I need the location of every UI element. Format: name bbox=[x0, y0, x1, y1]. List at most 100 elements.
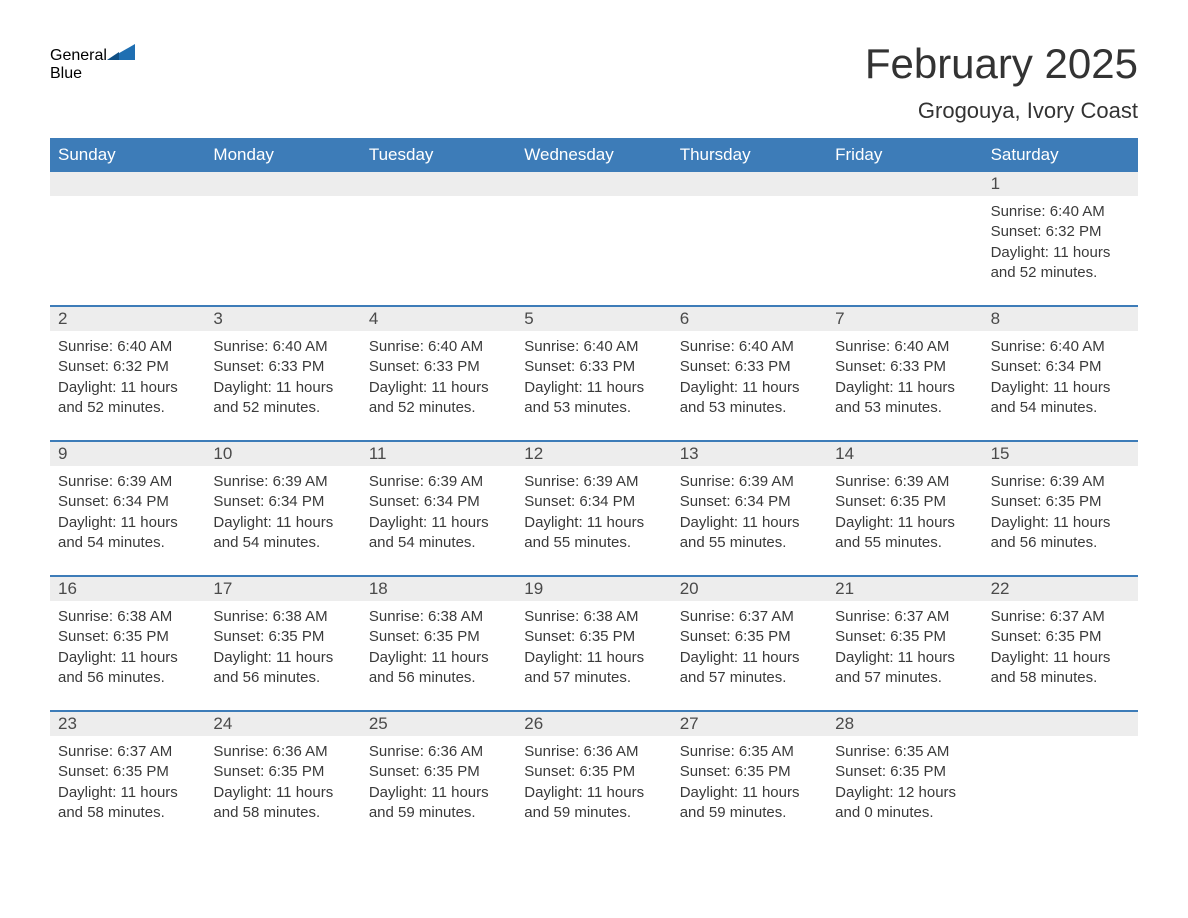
daylight-line: Daylight: 12 hours and 0 minutes. bbox=[835, 783, 974, 824]
sunrise-line: Sunrise: 6:38 AM bbox=[58, 607, 197, 627]
page-title: February 2025 bbox=[865, 40, 1138, 88]
day-number: 6 bbox=[672, 309, 689, 328]
sunrise-line: Sunrise: 6:40 AM bbox=[369, 337, 508, 357]
daylight-line: Daylight: 11 hours and 55 minutes. bbox=[680, 513, 819, 554]
dow-cell: Thursday bbox=[672, 138, 827, 172]
day-number: 5 bbox=[516, 309, 533, 328]
day-details: Sunrise: 6:40 AMSunset: 6:32 PMDaylight:… bbox=[991, 202, 1130, 283]
sunset-line: Sunset: 6:32 PM bbox=[991, 222, 1130, 242]
day-details: Sunrise: 6:40 AMSunset: 6:33 PMDaylight:… bbox=[524, 337, 663, 418]
day-details: Sunrise: 6:36 AMSunset: 6:35 PMDaylight:… bbox=[369, 742, 508, 823]
day-number-bar: 5 bbox=[516, 307, 671, 331]
daylight-line: Daylight: 11 hours and 59 minutes. bbox=[524, 783, 663, 824]
daylight-line: Daylight: 11 hours and 55 minutes. bbox=[524, 513, 663, 554]
sunrise-line: Sunrise: 6:38 AM bbox=[213, 607, 352, 627]
day-details: Sunrise: 6:38 AMSunset: 6:35 PMDaylight:… bbox=[213, 607, 352, 688]
day-details: Sunrise: 6:40 AMSunset: 6:34 PMDaylight:… bbox=[991, 337, 1130, 418]
day-number: 15 bbox=[983, 444, 1010, 463]
daylight-line: Daylight: 11 hours and 56 minutes. bbox=[991, 513, 1130, 554]
day-number: 20 bbox=[672, 579, 699, 598]
day-number: 26 bbox=[516, 714, 543, 733]
weeks-container: ......1Sunrise: 6:40 AMSunset: 6:32 PMDa… bbox=[50, 172, 1138, 845]
day-details: Sunrise: 6:40 AMSunset: 6:33 PMDaylight:… bbox=[213, 337, 352, 418]
day-number: 24 bbox=[205, 714, 232, 733]
day-cell: 5 Sunrise: 6:40 AMSunset: 6:33 PMDaylight… bbox=[516, 307, 671, 440]
sunrise-line: Sunrise: 6:36 AM bbox=[213, 742, 352, 762]
sunset-line: Sunset: 6:35 PM bbox=[524, 762, 663, 782]
day-cell-empty: . bbox=[361, 172, 516, 305]
sunrise-line: Sunrise: 6:37 AM bbox=[58, 742, 197, 762]
day-cell: 8 Sunrise: 6:40 AMSunset: 6:34 PMDaylight… bbox=[983, 307, 1138, 440]
sunset-line: Sunset: 6:35 PM bbox=[369, 627, 508, 647]
day-number-bar: . bbox=[361, 172, 516, 196]
day-number: 25 bbox=[361, 714, 388, 733]
day-details: Sunrise: 6:40 AMSunset: 6:33 PMDaylight:… bbox=[680, 337, 819, 418]
week-row: 23Sunrise: 6:37 AMSunset: 6:35 PMDayligh… bbox=[50, 710, 1138, 845]
day-number: 8 bbox=[983, 309, 1000, 328]
daylight-line: Daylight: 11 hours and 52 minutes. bbox=[369, 378, 508, 419]
day-cell: 17Sunrise: 6:38 AMSunset: 6:35 PMDayligh… bbox=[205, 577, 360, 710]
day-number-bar: 10 bbox=[205, 442, 360, 466]
sunset-line: Sunset: 6:34 PM bbox=[213, 492, 352, 512]
day-details: Sunrise: 6:38 AMSunset: 6:35 PMDaylight:… bbox=[58, 607, 197, 688]
day-cell: 25 Sunrise: 6:36 AMSunset: 6:35 PMDayligh… bbox=[361, 712, 516, 845]
day-cell: 19Sunrise: 6:38 AMSunset: 6:35 PMDayligh… bbox=[516, 577, 671, 710]
day-cell: 4 Sunrise: 6:40 AMSunset: 6:33 PMDaylight… bbox=[361, 307, 516, 440]
day-number: 14 bbox=[827, 444, 854, 463]
daylight-line: Daylight: 11 hours and 52 minutes. bbox=[213, 378, 352, 419]
sunset-line: Sunset: 6:35 PM bbox=[835, 762, 974, 782]
daylight-line: Daylight: 11 hours and 59 minutes. bbox=[369, 783, 508, 824]
day-number: 3 bbox=[205, 309, 222, 328]
dow-cell: Tuesday bbox=[361, 138, 516, 172]
day-details: Sunrise: 6:40 AMSunset: 6:33 PMDaylight:… bbox=[835, 337, 974, 418]
day-number-bar: . bbox=[516, 172, 671, 196]
sunrise-line: Sunrise: 6:35 AM bbox=[835, 742, 974, 762]
day-details: Sunrise: 6:36 AMSunset: 6:35 PMDaylight:… bbox=[524, 742, 663, 823]
day-details: Sunrise: 6:39 AMSunset: 6:35 PMDaylight:… bbox=[835, 472, 974, 553]
day-number-bar: 1 bbox=[983, 172, 1138, 196]
day-details: Sunrise: 6:37 AMSunset: 6:35 PMDaylight:… bbox=[58, 742, 197, 823]
week-row: 16Sunrise: 6:38 AMSunset: 6:35 PMDayligh… bbox=[50, 575, 1138, 710]
sunset-line: Sunset: 6:33 PM bbox=[835, 357, 974, 377]
day-cell: 7 Sunrise: 6:40 AMSunset: 6:33 PMDaylight… bbox=[827, 307, 982, 440]
day-number: 12 bbox=[516, 444, 543, 463]
day-details: Sunrise: 6:38 AMSunset: 6:35 PMDaylight:… bbox=[369, 607, 508, 688]
dow-cell: Monday bbox=[205, 138, 360, 172]
day-cell: 22Sunrise: 6:37 AMSunset: 6:35 PMDayligh… bbox=[983, 577, 1138, 710]
daylight-line: Daylight: 11 hours and 59 minutes. bbox=[680, 783, 819, 824]
sunset-line: Sunset: 6:33 PM bbox=[369, 357, 508, 377]
day-details: Sunrise: 6:37 AMSunset: 6:35 PMDaylight:… bbox=[991, 607, 1130, 688]
sunset-line: Sunset: 6:35 PM bbox=[991, 627, 1130, 647]
week-row: ......1Sunrise: 6:40 AMSunset: 6:32 PMDa… bbox=[50, 172, 1138, 305]
day-number: 2 bbox=[50, 309, 67, 328]
sunset-line: Sunset: 6:33 PM bbox=[213, 357, 352, 377]
sunrise-line: Sunrise: 6:39 AM bbox=[680, 472, 819, 492]
day-cell: 27Sunrise: 6:35 AMSunset: 6:35 PMDayligh… bbox=[672, 712, 827, 845]
day-number: 13 bbox=[672, 444, 699, 463]
day-details: Sunrise: 6:35 AMSunset: 6:35 PMDaylight:… bbox=[680, 742, 819, 823]
daylight-line: Daylight: 11 hours and 54 minutes. bbox=[213, 513, 352, 554]
day-number-bar: 3 bbox=[205, 307, 360, 331]
day-details: Sunrise: 6:40 AMSunset: 6:33 PMDaylight:… bbox=[369, 337, 508, 418]
day-cell-empty: . bbox=[50, 172, 205, 305]
title-block: February 2025 Grogouya, Ivory Coast bbox=[865, 40, 1138, 124]
dow-cell: Wednesday bbox=[516, 138, 671, 172]
day-number: 7 bbox=[827, 309, 844, 328]
day-number: 4 bbox=[361, 309, 378, 328]
week-row: 2 Sunrise: 6:40 AM Sunset: 6:32 PM Daylight… bbox=[50, 305, 1138, 440]
sunrise-line: Sunrise: 6:40 AM bbox=[680, 337, 819, 357]
sunrise-line: Sunrise: 6:38 AM bbox=[369, 607, 508, 627]
sunrise-line: Sunrise: 6:40 AM bbox=[213, 337, 352, 357]
day-cell: 3 Sunrise: 6:40 AMSunset: 6:33 PMDaylight… bbox=[205, 307, 360, 440]
sunset-line: Sunset: 6:32 PM bbox=[58, 357, 197, 377]
day-number-bar: 18 bbox=[361, 577, 516, 601]
day-number-bar: 19 bbox=[516, 577, 671, 601]
day-cell-empty: . bbox=[827, 172, 982, 305]
day-cell: 21Sunrise: 6:37 AMSunset: 6:35 PMDayligh… bbox=[827, 577, 982, 710]
sunset-line: Sunset: 6:34 PM bbox=[369, 492, 508, 512]
daylight-line: Daylight: 11 hours and 58 minutes. bbox=[58, 783, 197, 824]
day-number: 9 bbox=[50, 444, 67, 463]
brand-word-1: General bbox=[50, 47, 107, 65]
daylight-line: Daylight: 11 hours and 53 minutes. bbox=[680, 378, 819, 419]
daylight-line: Daylight: 11 hours and 53 minutes. bbox=[835, 378, 974, 419]
